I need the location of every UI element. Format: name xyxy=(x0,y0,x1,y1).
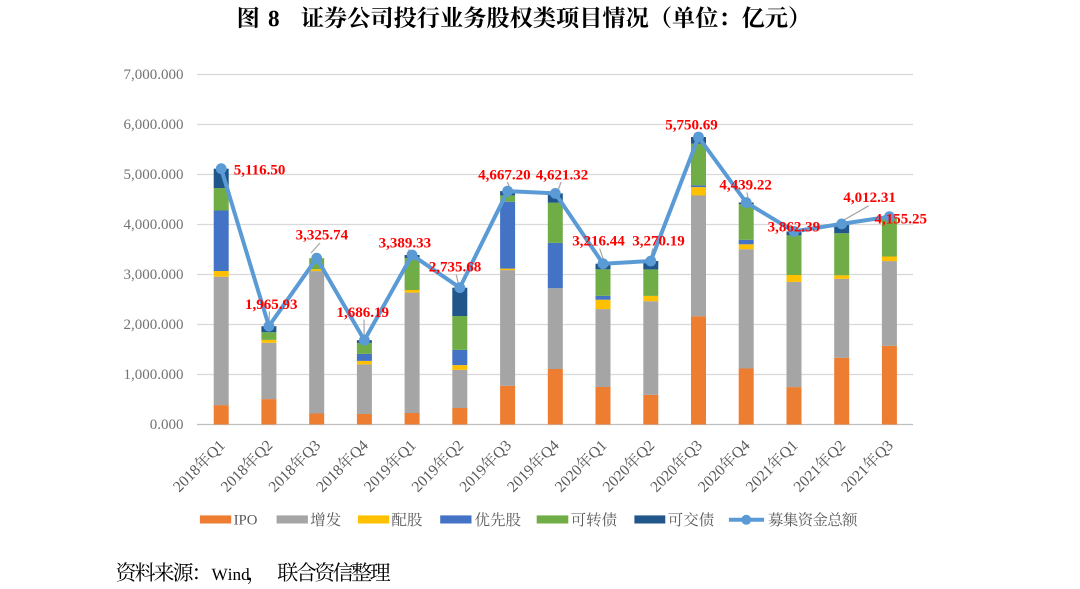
svg-text:5,116.50: 5,116.50 xyxy=(234,163,286,179)
svg-text:1,686.19: 1,686.19 xyxy=(337,305,390,321)
svg-text:3,862.39: 3,862.39 xyxy=(768,220,821,236)
svg-text:1,000.000: 1,000.000 xyxy=(124,367,184,383)
svg-text:6,000.000: 6,000.000 xyxy=(124,117,184,133)
svg-text:1,965.93: 1,965.93 xyxy=(245,297,298,313)
svg-text:2,000.000: 2,000.000 xyxy=(124,317,184,333)
svg-text:2,735.68: 2,735.68 xyxy=(429,259,482,275)
svg-text:4,155.25: 4,155.25 xyxy=(875,211,928,227)
svg-text:0.000: 0.000 xyxy=(150,417,184,433)
svg-text:4,667.20: 4,667.20 xyxy=(478,168,530,184)
svg-text:5,750.69: 5,750.69 xyxy=(665,118,718,134)
svg-text:4,439.22: 4,439.22 xyxy=(719,178,772,194)
svg-text:3,000.000: 3,000.000 xyxy=(124,267,184,283)
svg-text:4,012.31: 4,012.31 xyxy=(843,190,896,206)
svg-text:5,000.000: 5,000.000 xyxy=(124,167,184,183)
svg-text:IPO: IPO xyxy=(234,513,258,529)
svg-text:4,000.000: 4,000.000 xyxy=(124,217,184,233)
svg-text:7,000.000: 7,000.000 xyxy=(124,67,184,83)
svg-text:3,389.33: 3,389.33 xyxy=(379,236,432,252)
svg-text:3,270.19: 3,270.19 xyxy=(632,234,685,250)
svg-text:4,621.32: 4,621.32 xyxy=(536,168,589,184)
svg-text:3,216.44: 3,216.44 xyxy=(572,234,625,250)
svg-text:3,325.74: 3,325.74 xyxy=(296,228,349,244)
